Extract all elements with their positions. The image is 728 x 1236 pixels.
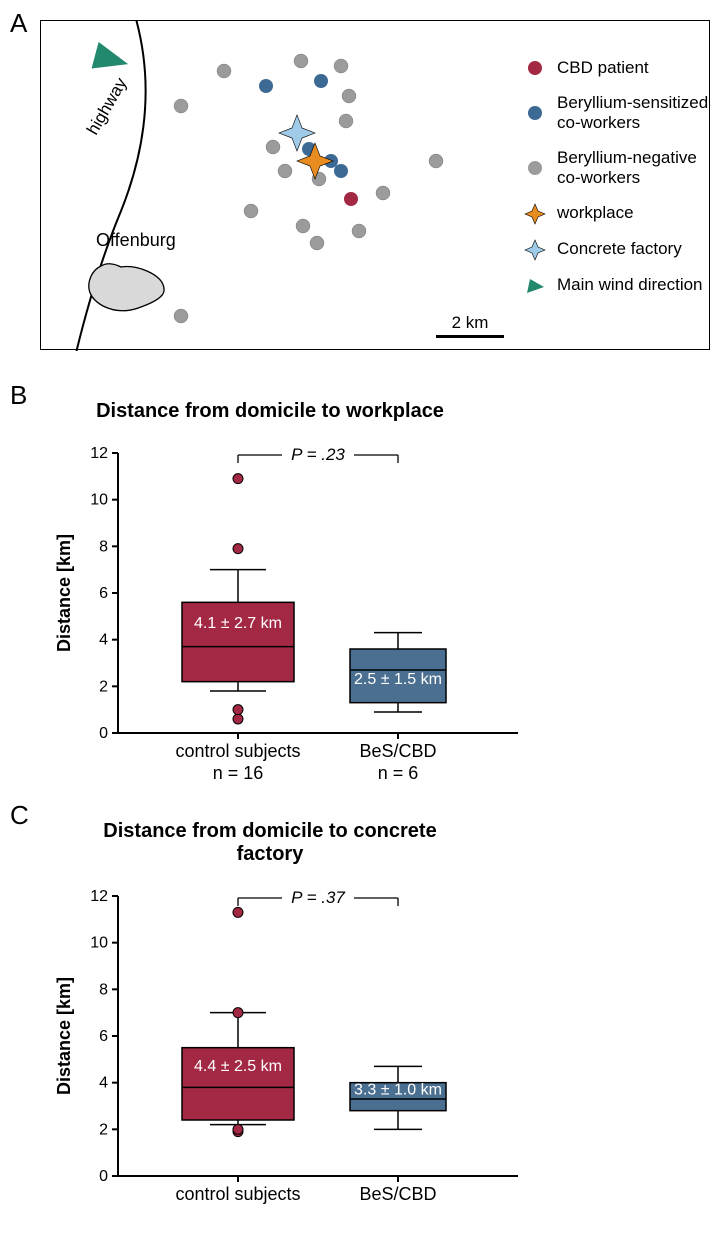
x-category-label: control subjects [175,741,300,761]
x-n-label: n = 6 [378,763,419,783]
neg-point [342,89,356,103]
y-tick-label: 10 [90,492,108,509]
panel-a-label: A [10,8,27,39]
neg-point [334,59,348,73]
panel-c: Distance from domicile to concretefactor… [40,820,500,1236]
box-value-label: 4.1 ± 2.7 km [194,615,282,632]
box-value-label: 4.4 ± 2.5 km [194,1058,282,1075]
neg-point [266,140,280,154]
panel-c-title: Distance from domicile to concretefactor… [40,820,500,866]
sensitized-point [259,79,273,93]
p-value-label: P = .37 [291,888,345,907]
y-tick-label: 0 [99,725,108,742]
y-tick-label: 4 [99,1075,108,1092]
panel-b-title: Distance from domicile to workplace [40,400,500,423]
y-tick-label: 2 [99,1121,108,1138]
box-value-label: 2.5 ± 1.5 km [354,671,442,688]
outlier-point [233,705,243,715]
x-category-label: BeS/CBD [359,1184,436,1204]
panel-c-label: C [10,800,29,831]
legend-label: Beryllium-sensitizedco-workers [557,93,708,134]
y-tick-label: 2 [99,678,108,695]
legend-item: workplace [521,203,708,225]
neg-point [310,236,324,250]
outlier-point [233,544,243,554]
neg-point [244,204,258,218]
offenburg-label: Offenburg [96,230,176,250]
legend-label: Concrete factory [557,239,682,259]
star-icon [521,239,549,261]
y-tick-label: 0 [99,1168,108,1185]
neg-point [429,154,443,168]
p-value-label: P = .23 [291,445,345,464]
y-tick-label: 6 [99,585,108,602]
x-category-label: BeS/CBD [359,741,436,761]
legend-item: Beryllium-negativeco-workers [521,148,708,189]
wind-direction-icon [521,275,549,297]
neg-point [217,64,231,78]
wind-direction-icon [92,42,132,77]
scale-bar-line [436,335,504,338]
y-tick-label: 8 [99,981,108,998]
outlier-point [233,474,243,484]
y-tick-label: 4 [99,632,108,649]
dot-icon [521,157,549,179]
x-n-label: n = 16 [213,763,264,783]
y-axis-label: Distance [km] [54,977,74,1095]
panel-a-map: highway Offenburg CBD patient Beryllium-se… [40,20,710,350]
neg-point [174,99,188,113]
y-tick-label: 10 [90,935,108,952]
neg-point [278,164,292,178]
y-tick-label: 6 [99,1028,108,1045]
highway-label: highway [83,74,131,138]
outlier-point [233,1008,243,1018]
figure-root: A B C highway Offenburg CBD patient Beryll… [0,0,728,1226]
outlier-point [233,1124,243,1134]
neg-point [339,114,353,128]
y-tick-label: 12 [90,445,108,462]
legend-item: Beryllium-sensitizedco-workers [521,93,708,134]
legend-label: CBD patient [557,58,649,78]
dot-icon [521,57,549,79]
y-tick-label: 12 [90,888,108,905]
box-value-label: 3.3 ± 1.0 km [354,1081,442,1098]
neg-point [352,224,366,238]
panel-c-plot: 0 2 4 6 8 10 12 Distance [km] 4.4 ± 2.5 km contro… [40,866,528,1236]
panel-a-legend: CBD patient Beryllium-sensitizedco-worker… [521,57,708,311]
sensitized-point [314,74,328,88]
panel-b-label: B [10,380,27,411]
panel-b-plot: 0 2 4 6 8 10 12 Distance [km] 4.1 ± 2.7 km contro… [40,423,528,793]
legend-item: CBD patient [521,57,708,79]
dot-icon [521,102,549,124]
y-tick-label: 8 [99,538,108,555]
panel-b: Distance from domicile to workplace 0 2 4 6… [40,400,500,793]
star-icon [521,203,549,225]
outlier-point [233,714,243,724]
legend-label: workplace [557,203,634,223]
legend-label: Main wind direction [557,275,703,295]
neg-point [376,186,390,200]
legend-label: Beryllium-negativeco-workers [557,148,697,189]
outlier-point [233,907,243,917]
x-category-label: control subjects [175,1184,300,1204]
cbd-point [344,192,358,206]
sensitized-point [334,164,348,178]
neg-point [296,219,310,233]
y-axis-label: Distance [km] [54,534,74,652]
legend-item: Main wind direction [521,275,708,297]
neg-point [294,54,308,68]
legend-item: Concrete factory [521,239,708,261]
scale-bar-label: 2 km [436,313,504,333]
scale-bar: 2 km [436,313,504,338]
neg-point [174,309,188,323]
